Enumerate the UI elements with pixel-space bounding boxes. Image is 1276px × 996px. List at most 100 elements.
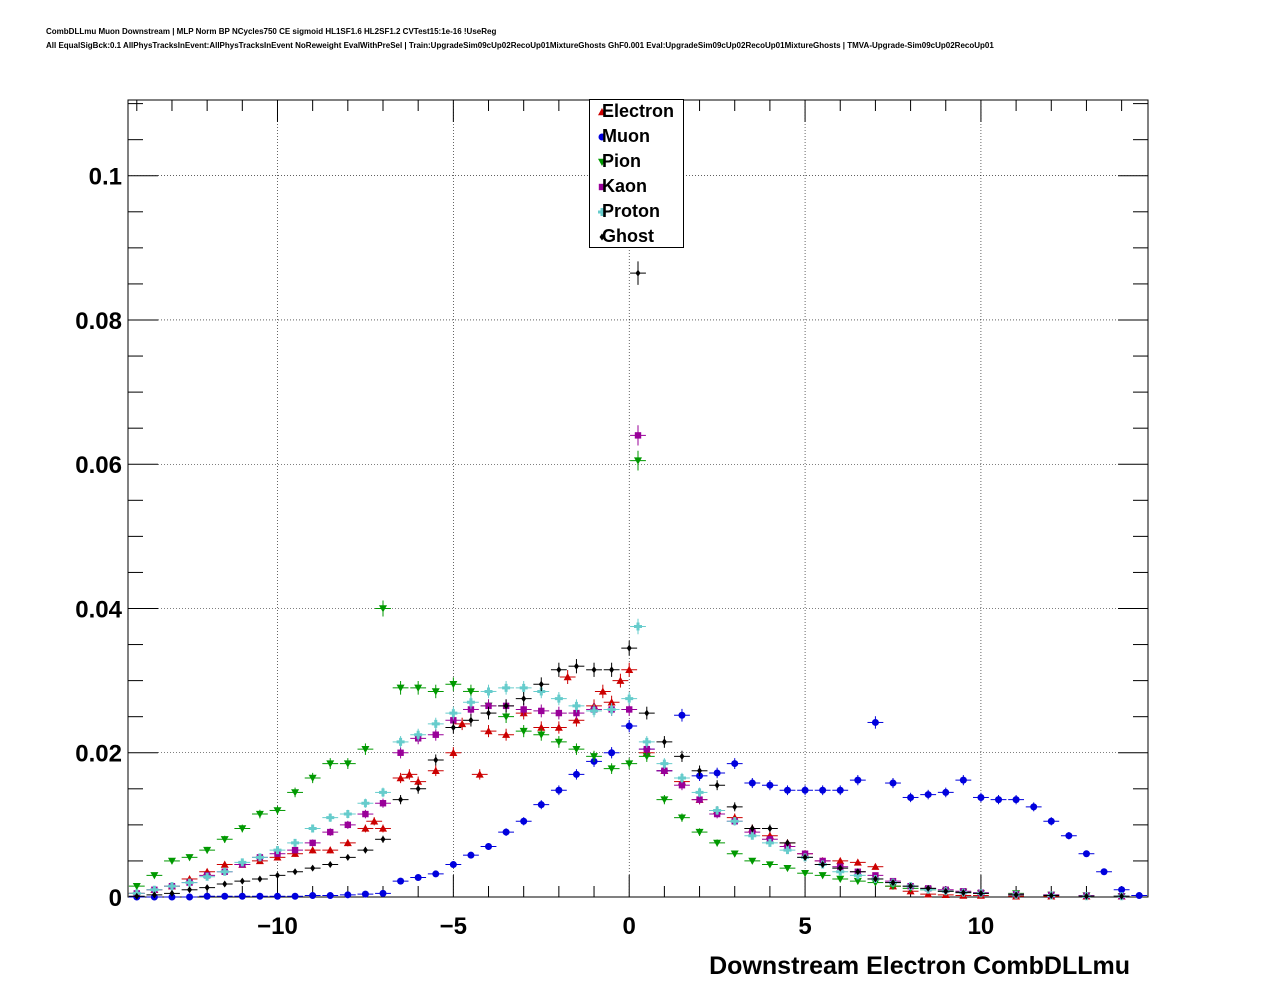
data-point bbox=[748, 831, 757, 840]
data-point bbox=[625, 760, 634, 768]
data-point bbox=[485, 843, 493, 851]
data-point bbox=[220, 860, 229, 868]
data-point bbox=[414, 730, 423, 739]
data-point bbox=[415, 785, 421, 793]
data-point bbox=[467, 851, 475, 859]
data-point bbox=[572, 701, 581, 710]
data-point bbox=[449, 709, 458, 718]
data-point bbox=[713, 806, 722, 815]
data-point bbox=[590, 753, 599, 761]
data-point bbox=[150, 872, 159, 880]
data-point bbox=[396, 737, 405, 746]
data-point bbox=[836, 867, 845, 876]
data-point bbox=[222, 880, 228, 888]
data-point bbox=[521, 695, 527, 703]
data-point bbox=[379, 788, 387, 797]
data-point bbox=[661, 767, 668, 774]
data-point bbox=[635, 269, 641, 277]
data-point bbox=[871, 862, 880, 870]
x-axis-label: Downstream Electron CombDLLmu bbox=[709, 952, 1130, 980]
data-point bbox=[572, 745, 581, 754]
data-point bbox=[855, 868, 861, 876]
series-muon bbox=[128, 708, 1148, 901]
legend-item-proton: Proton bbox=[590, 200, 685, 225]
data-point bbox=[379, 889, 387, 897]
data-point bbox=[660, 796, 669, 804]
data-point bbox=[370, 817, 379, 825]
data-point bbox=[361, 799, 370, 808]
data-point bbox=[151, 891, 157, 899]
legend-label: Electron bbox=[602, 101, 675, 121]
data-point bbox=[362, 810, 369, 818]
data-point bbox=[291, 789, 300, 797]
data-point bbox=[398, 796, 404, 804]
data-point bbox=[326, 846, 335, 854]
data-point bbox=[960, 889, 966, 897]
data-point bbox=[765, 861, 774, 869]
data-point bbox=[679, 752, 685, 760]
data-point bbox=[485, 702, 492, 710]
data-point bbox=[607, 765, 616, 773]
data-point bbox=[555, 709, 563, 717]
y-tick-label: 0.08 bbox=[75, 308, 122, 335]
data-point bbox=[607, 705, 616, 714]
data-point bbox=[554, 723, 563, 731]
data-point bbox=[431, 688, 440, 696]
data-point bbox=[959, 776, 967, 784]
data-point bbox=[291, 846, 299, 854]
data-point bbox=[995, 796, 1003, 804]
data-point bbox=[978, 889, 984, 897]
data-point bbox=[1012, 796, 1020, 804]
data-point bbox=[660, 759, 669, 768]
data-point bbox=[185, 854, 194, 862]
data-point bbox=[310, 864, 316, 872]
data-point bbox=[484, 687, 493, 696]
data-point bbox=[291, 892, 299, 900]
data-point bbox=[1048, 892, 1054, 900]
data-point bbox=[801, 786, 809, 794]
data-point bbox=[591, 666, 597, 674]
data-point bbox=[255, 810, 264, 819]
tick-labels: −10 −5 0 5 10 0 0.02 0.04 0.06 0.08 0.1 bbox=[75, 164, 994, 940]
data-point bbox=[626, 644, 632, 652]
legend-marker-kaon bbox=[598, 183, 606, 191]
data-point bbox=[449, 861, 457, 869]
data-point bbox=[801, 869, 810, 878]
data-point bbox=[203, 892, 211, 900]
data-point bbox=[820, 861, 826, 869]
data-point bbox=[634, 432, 642, 439]
data-point bbox=[238, 858, 247, 867]
data-point bbox=[502, 713, 511, 721]
data-point bbox=[414, 874, 422, 882]
data-point bbox=[466, 688, 475, 696]
x-tick-label: 5 bbox=[798, 913, 811, 940]
legend-marker-muon bbox=[598, 133, 606, 141]
data-point bbox=[642, 737, 651, 746]
data-point bbox=[309, 892, 317, 900]
data-point bbox=[273, 807, 282, 815]
data-point bbox=[519, 727, 528, 736]
legend-marker-shape bbox=[598, 158, 606, 166]
data-point bbox=[167, 882, 176, 891]
legend-label: Ghost bbox=[602, 226, 654, 246]
x-tick-label: 0 bbox=[623, 913, 636, 940]
data-point bbox=[414, 684, 423, 692]
data-point bbox=[291, 838, 300, 847]
data-point bbox=[292, 868, 298, 876]
data-point bbox=[203, 872, 212, 881]
data-point bbox=[732, 803, 738, 811]
data-point bbox=[502, 828, 510, 836]
legend-marker-ghost bbox=[599, 233, 605, 241]
data-point bbox=[697, 767, 703, 775]
data-point bbox=[238, 825, 247, 833]
x-tick-label: −10 bbox=[257, 913, 298, 940]
data-point bbox=[1065, 832, 1073, 840]
data-point bbox=[169, 889, 175, 897]
data-point bbox=[273, 846, 282, 855]
data-point bbox=[642, 753, 651, 761]
data-point bbox=[1135, 892, 1143, 900]
data-point bbox=[837, 864, 843, 872]
data-point bbox=[872, 875, 878, 883]
data-point bbox=[625, 694, 634, 703]
data-point bbox=[1030, 803, 1038, 811]
